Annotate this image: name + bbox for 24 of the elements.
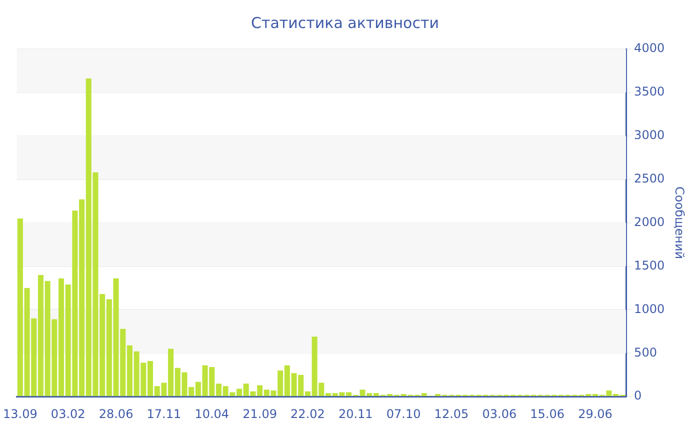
y-tick-label: 2000: [634, 214, 665, 229]
x-tick-label: 20.11: [338, 406, 373, 421]
x-tick-label: 28.06: [98, 406, 134, 421]
y-tick-label: 2500: [634, 171, 665, 186]
x-tick-label: 03.06: [482, 406, 517, 421]
chart-title: Статистика активности: [251, 14, 439, 32]
y-tick-label: 1500: [634, 258, 665, 272]
x-tick-label: 07.10: [386, 406, 421, 421]
x-tick-label: 13.09: [2, 406, 38, 421]
y-tick-label: 500: [634, 345, 657, 360]
x-tick-label: 22.02: [290, 406, 325, 421]
x-tick-label: 29.06: [578, 406, 612, 421]
x-tick-label: 12.05: [434, 406, 469, 421]
x-tick-label: 17.11: [146, 406, 182, 421]
y-tick-label: 0: [634, 388, 642, 403]
y-tick-label: 4000: [634, 41, 665, 56]
y-axis-title: Сообщений: [672, 186, 687, 260]
y-tick-label: 1000: [634, 302, 665, 316]
x-tick-label: 10.04: [194, 406, 230, 421]
x-tick-label: 03.02: [50, 406, 86, 421]
y-tick-label: 3500: [634, 84, 665, 99]
x-tick-label: 15.06: [530, 406, 565, 421]
x-tick-label: 21.09: [242, 406, 277, 421]
y-tick-label: 3000: [634, 128, 665, 142]
